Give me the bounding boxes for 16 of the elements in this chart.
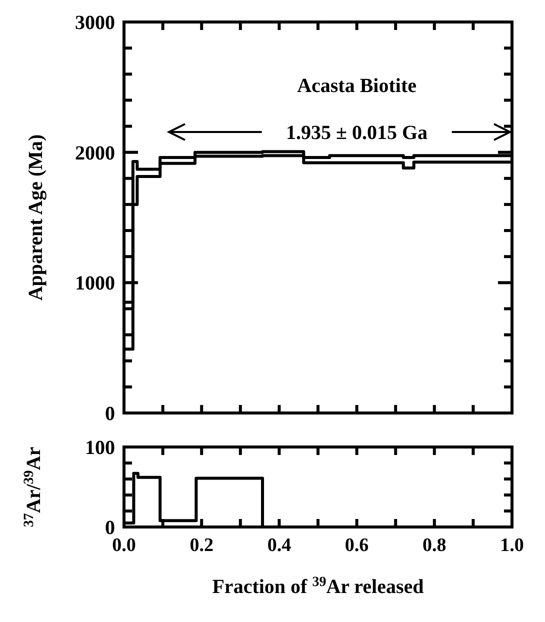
annotation: 1.935 ± 0.015 Ga [286, 122, 428, 144]
text: Acasta Biotite [297, 75, 417, 97]
y-tick-label: 0 [105, 517, 115, 539]
x-tick-label: 1.0 [500, 535, 524, 556]
x-tick-label: 0.4 [267, 535, 292, 556]
y-tick-label: 0 [105, 403, 115, 425]
x-tick-label: 0.0 [112, 535, 136, 556]
y-tick-label: 3000 [75, 12, 115, 34]
y-axis-title: Apparent Age (Ma) [25, 134, 47, 301]
x-tick-label: 0.2 [190, 535, 214, 556]
y-tick-label: 100 [85, 437, 115, 459]
y-tick-label: 1000 [75, 272, 115, 295]
x-tick-label: 0.6 [344, 535, 369, 556]
x-tick-label: 0.8 [422, 535, 446, 556]
y-tick-label: 2000 [75, 142, 115, 164]
x-axis-title: Fraction of $^{39}$Ar released [212, 574, 424, 598]
